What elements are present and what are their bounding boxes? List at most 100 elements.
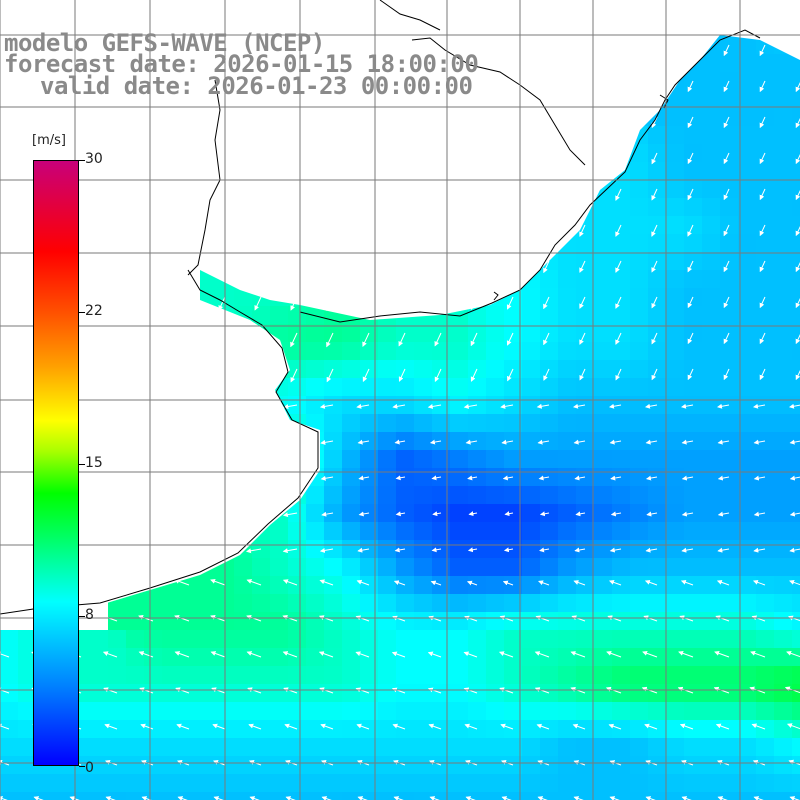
wind-speed-cell xyxy=(324,558,342,576)
wind-speed-cell xyxy=(612,450,630,468)
wind-speed-cell xyxy=(594,612,612,630)
wind-arrow xyxy=(723,116,730,129)
wind-speed-cell xyxy=(738,720,756,738)
wind-speed-cell xyxy=(576,342,594,360)
wind-speed-cell xyxy=(252,738,270,756)
wind-speed-cell xyxy=(306,504,324,522)
wind-arrow xyxy=(463,651,478,658)
wind-speed-cell xyxy=(342,666,360,684)
wind-speed-cell xyxy=(666,468,684,486)
wind-speed-cell xyxy=(126,630,144,648)
wind-speed-cell xyxy=(540,306,558,324)
wind-arrow xyxy=(643,615,658,622)
wind-speed-cell xyxy=(756,414,774,432)
wind-arrow xyxy=(759,332,766,345)
wind-arrow xyxy=(0,651,10,658)
wind-speed-cell xyxy=(738,144,756,162)
wind-speed-cell xyxy=(720,630,738,648)
wind-speed-cell xyxy=(198,756,216,774)
wind-speed-cell xyxy=(648,270,666,288)
wind-arrow xyxy=(0,687,10,694)
wind-speed-cell xyxy=(738,450,756,468)
wind-speed-cell xyxy=(774,108,792,126)
wind-speed-cell xyxy=(774,180,792,198)
wind-speed-cell xyxy=(612,738,630,756)
wind-arrow xyxy=(466,580,478,586)
wind-speed-cell xyxy=(540,558,558,576)
wind-speed-cell xyxy=(288,702,306,720)
wind-arrow xyxy=(759,260,766,273)
wind-arrow xyxy=(283,687,298,694)
wind-arrow xyxy=(283,404,298,410)
wind-speed-cell xyxy=(558,468,576,486)
wind-speed-cell xyxy=(558,612,576,630)
wind-speed-cell xyxy=(594,738,612,756)
wind-arrow xyxy=(430,580,442,586)
wind-arrow xyxy=(104,723,118,730)
wind-speed-cell xyxy=(576,738,594,756)
wind-speed-cell xyxy=(432,486,450,504)
wind-arrow xyxy=(463,687,478,694)
wind-speed-cell xyxy=(702,738,720,756)
wind-speed-cell xyxy=(270,594,288,612)
wind-arrow xyxy=(534,651,550,658)
wind-speed-cell xyxy=(90,738,108,756)
wind-speed-cell xyxy=(342,450,360,468)
wind-arrow xyxy=(651,152,658,165)
wind-speed-cell xyxy=(432,702,450,720)
wind-speed-cell xyxy=(738,702,756,720)
wind-speed-cell xyxy=(594,342,612,360)
wind-speed-cell xyxy=(648,774,666,792)
wind-speed-cell xyxy=(522,666,540,684)
wind-speed-cell xyxy=(612,378,630,396)
wind-speed-cell xyxy=(774,792,792,800)
wind-arrow xyxy=(356,723,370,730)
wind-speed-cell xyxy=(450,612,468,630)
wind-arrow xyxy=(464,615,478,622)
wind-speed-cell xyxy=(288,666,306,684)
wind-arrow xyxy=(139,687,154,694)
wind-speed-cell xyxy=(504,450,522,468)
wind-speed-cell xyxy=(522,486,540,504)
wind-speed-cell xyxy=(486,432,504,450)
wind-speed-cell xyxy=(522,612,540,630)
wind-speed-cell xyxy=(792,270,800,288)
wind-speed-cell xyxy=(126,738,144,756)
wind-speed-cell xyxy=(666,666,684,684)
wind-speed-cell xyxy=(702,666,720,684)
wind-speed-cell xyxy=(90,774,108,792)
wind-speed-cell xyxy=(666,756,684,774)
wind-speed-cell xyxy=(180,666,198,684)
title-forecast-date: forecast date: 2026-01-15 18:00:00 xyxy=(4,50,479,78)
wind-speed-cell xyxy=(306,576,324,594)
wind-speed-cell xyxy=(666,594,684,612)
wind-speed-cell xyxy=(378,594,396,612)
wind-speed-cell xyxy=(558,594,576,612)
wind-speed-cell xyxy=(558,360,576,378)
wind-speed-cell xyxy=(306,702,324,720)
wind-speed-cell xyxy=(270,666,288,684)
wind-speed-cell xyxy=(486,558,504,576)
wind-speed-cell xyxy=(432,774,450,792)
wind-arrow xyxy=(610,475,622,481)
wind-arrow xyxy=(579,296,586,309)
wind-arrow xyxy=(102,651,118,658)
wind-speed-cell xyxy=(450,468,468,486)
wind-speed-cell xyxy=(792,396,800,414)
wind-arrow xyxy=(358,511,370,517)
wind-speed-cell xyxy=(324,702,342,720)
wind-speed-cell xyxy=(792,702,800,720)
wind-speed-cell xyxy=(234,594,252,612)
wind-speed-cell xyxy=(288,558,306,576)
wind-speed-cell xyxy=(288,792,306,800)
wind-speed-cell xyxy=(144,630,162,648)
wind-speed-cell xyxy=(792,774,800,792)
wind-arrow xyxy=(789,475,800,481)
wind-speed-cell xyxy=(738,72,756,90)
wind-speed-cell xyxy=(702,684,720,702)
wind-speed-cell xyxy=(648,162,666,180)
wind-speed-cell xyxy=(540,774,558,792)
wind-speed-cell xyxy=(594,432,612,450)
wind-speed-cell xyxy=(540,450,558,468)
wind-speed-cell xyxy=(540,702,558,720)
